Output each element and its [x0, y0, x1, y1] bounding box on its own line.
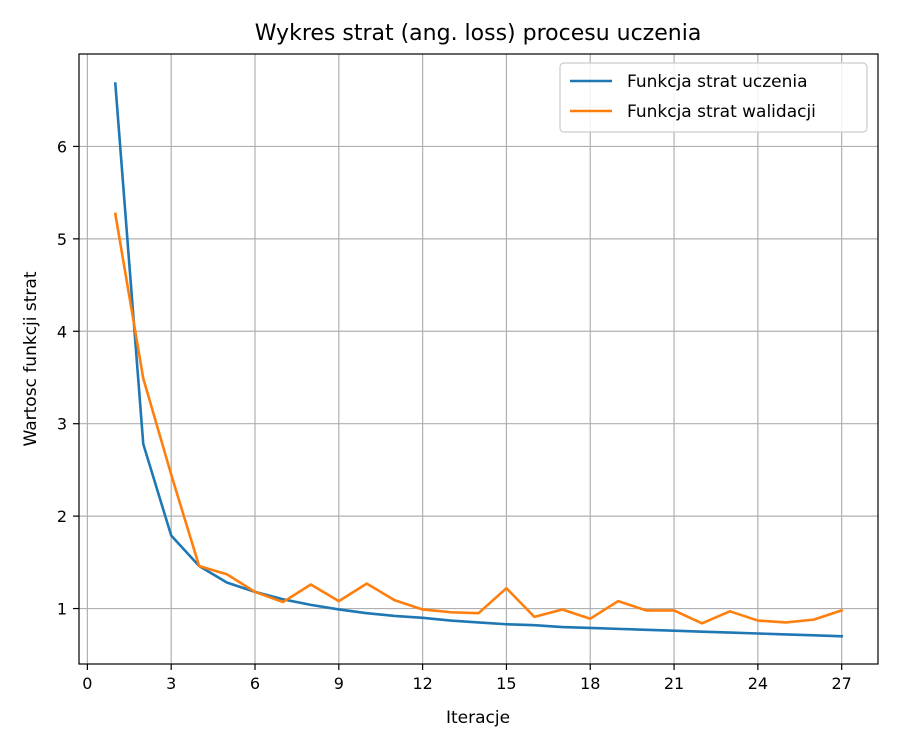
x-tick-label: 15	[496, 674, 516, 693]
x-tick-label: 27	[832, 674, 852, 693]
y-tick-label: 2	[57, 507, 67, 526]
x-axis-label: Iteracje	[446, 708, 510, 728]
x-tick-label: 0	[82, 674, 92, 693]
y-tick-label: 5	[57, 230, 67, 249]
x-tick-label: 3	[166, 674, 176, 693]
y-tick-label: 4	[57, 322, 67, 341]
grid-layer	[79, 54, 878, 664]
x-tick-label: 6	[250, 674, 260, 693]
y-axis-label: Wartosc funkcji strat	[21, 271, 41, 446]
legend-label-train: Funkcja strat uczenia	[627, 72, 808, 92]
x-tick-label: 24	[748, 674, 768, 693]
series-layer	[113, 82, 844, 638]
x-tick-label: 9	[334, 674, 344, 693]
x-tick-label: 18	[580, 674, 600, 693]
plot-frame	[78, 53, 879, 665]
y-tick-label: 3	[57, 415, 67, 434]
x-tick-label: 12	[412, 674, 432, 693]
y-tick-label: 6	[57, 137, 67, 156]
legend-box	[559, 62, 868, 133]
chart-title: Wykres strat (ang. loss) procesu uczenia	[255, 21, 702, 46]
legend: Funkcja strat uczenia Funkcja strat wali…	[559, 62, 868, 133]
y-tick-label: 1	[57, 600, 67, 619]
train-loss-line	[113, 82, 844, 638]
validation-loss-line	[113, 212, 844, 625]
x-tick-label: 21	[664, 674, 684, 693]
legend-label-validation: Funkcja strat walidacji	[627, 102, 816, 122]
